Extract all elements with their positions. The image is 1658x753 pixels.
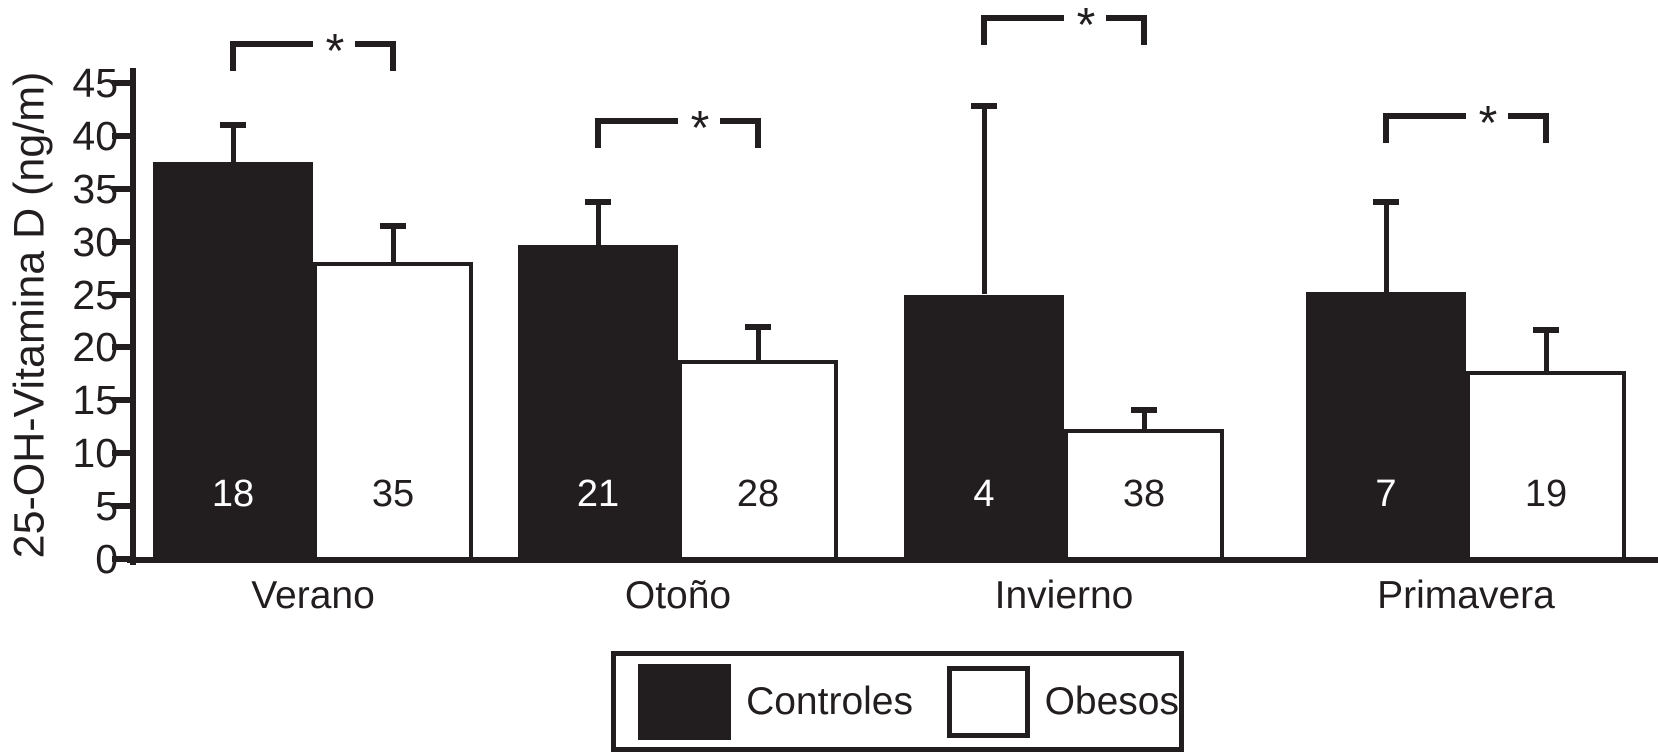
error-bar-stem-controles-verano	[230, 125, 236, 163]
bar-obesos-primavera	[1466, 370, 1626, 561]
y-axis-tick-label: 10	[72, 430, 118, 477]
y-axis-tick	[112, 503, 136, 510]
sig-verano-line-right	[355, 40, 396, 47]
sig-otono-asterisk: *	[690, 101, 710, 155]
bar-count-controles-invierno: 4	[973, 473, 995, 515]
x-axis-label-verano: Verano	[251, 574, 375, 617]
sig-otono-line-right	[720, 117, 761, 124]
error-bar-stem-controles-otono	[595, 202, 601, 245]
sig-primavera-left-tick	[1383, 112, 1389, 143]
sig-otono-right-tick	[755, 117, 761, 148]
error-bar-cap-controles-verano	[220, 122, 246, 129]
error-bar-stem-controles-invierno	[981, 106, 987, 295]
legend: Controles Obesos	[611, 651, 1184, 752]
y-axis-tick-label: 45	[72, 59, 118, 106]
error-bar-cap-obesos-primavera	[1533, 327, 1559, 334]
bar-count-obesos-otono: 28	[736, 473, 780, 515]
y-axis-tick-label: 30	[72, 218, 118, 265]
error-bar-cap-obesos-otono	[745, 324, 771, 331]
error-bar-stem-obesos-invierno	[1141, 409, 1147, 429]
bar-count-obesos-verano: 35	[371, 473, 415, 515]
legend-label-controles: Controles	[746, 679, 913, 723]
error-bar-stem-controles-primavera	[1383, 202, 1389, 293]
sig-verano-left-tick	[230, 40, 236, 71]
y-axis-tick	[112, 344, 136, 351]
error-bar-cap-controles-primavera	[1373, 199, 1399, 206]
y-axis-tick	[112, 79, 136, 86]
y-axis-tick	[112, 238, 136, 245]
bar-count-controles-primavera: 7	[1375, 473, 1397, 515]
sig-otono-left-tick	[595, 117, 601, 148]
bar-count-controles-otono: 21	[576, 473, 620, 515]
y-axis-tick	[112, 450, 136, 457]
bar-controles-otono	[518, 244, 678, 561]
x-axis-label-primavera: Primavera	[1377, 574, 1555, 617]
error-bar-stem-obesos-otono	[755, 327, 761, 361]
sig-primavera-line-right	[1508, 112, 1549, 119]
legend-label-obesos: Obesos	[1044, 679, 1179, 723]
sig-primavera-asterisk: *	[1478, 96, 1498, 150]
error-bar-cap-controles-otono	[585, 199, 611, 206]
sig-otono-line-left	[595, 117, 678, 124]
y-axis-tick-label: 35	[72, 165, 118, 212]
y-axis-tick-label: 15	[72, 377, 118, 424]
y-axis-tick	[112, 291, 136, 298]
sig-verano-line-left	[230, 40, 313, 47]
y-axis-tick	[112, 556, 136, 562]
legend-swatch-controles	[638, 663, 732, 740]
bar-controles-verano	[153, 162, 313, 561]
y-axis-tick-label: 0	[95, 536, 118, 582]
bar-obesos-verano	[313, 261, 473, 561]
y-axis-tick-label: 20	[72, 324, 118, 371]
error-bar-cap-controles-invierno	[971, 103, 997, 110]
legend-swatch-obesos	[947, 665, 1030, 738]
error-bar-cap-obesos-invierno	[1131, 406, 1157, 413]
sig-invierno-right-tick	[1141, 15, 1147, 46]
x-axis-line	[127, 557, 1658, 563]
error-bar-cap-obesos-verano	[380, 222, 406, 229]
sig-primavera-line-left	[1383, 112, 1466, 119]
bar-count-obesos-invierno: 38	[1122, 473, 1166, 515]
bar-obesos-otono	[678, 360, 838, 561]
bar-count-obesos-primavera: 19	[1524, 473, 1568, 515]
error-bar-stem-obesos-primavera	[1543, 330, 1549, 371]
sig-invierno-line-left	[981, 15, 1064, 22]
y-axis-tick-label: 5	[95, 483, 118, 530]
sig-verano-asterisk: *	[325, 24, 345, 78]
bar-controles-invierno	[904, 294, 1064, 561]
y-axis-line	[130, 68, 136, 565]
bar-count-controles-verano: 18	[211, 473, 255, 515]
sig-invierno-left-tick	[981, 15, 987, 46]
error-bar-stem-obesos-verano	[390, 225, 396, 262]
y-axis-tick-label: 40	[72, 112, 118, 159]
y-axis-tick	[112, 185, 136, 192]
y-axis-tick-label: 25	[72, 271, 118, 318]
y-axis-tick	[112, 132, 136, 139]
bar-obesos-invierno	[1064, 428, 1224, 561]
bar-controles-primavera	[1306, 292, 1466, 561]
sig-invierno-line-right	[1106, 15, 1147, 22]
sig-invierno-asterisk: *	[1076, 0, 1096, 53]
sig-verano-right-tick	[390, 40, 396, 71]
sig-primavera-right-tick	[1543, 112, 1549, 143]
x-axis-label-otono: Otoño	[624, 574, 732, 617]
x-axis-label-invierno: Invierno	[994, 574, 1134, 617]
y-axis-tick	[112, 397, 136, 404]
